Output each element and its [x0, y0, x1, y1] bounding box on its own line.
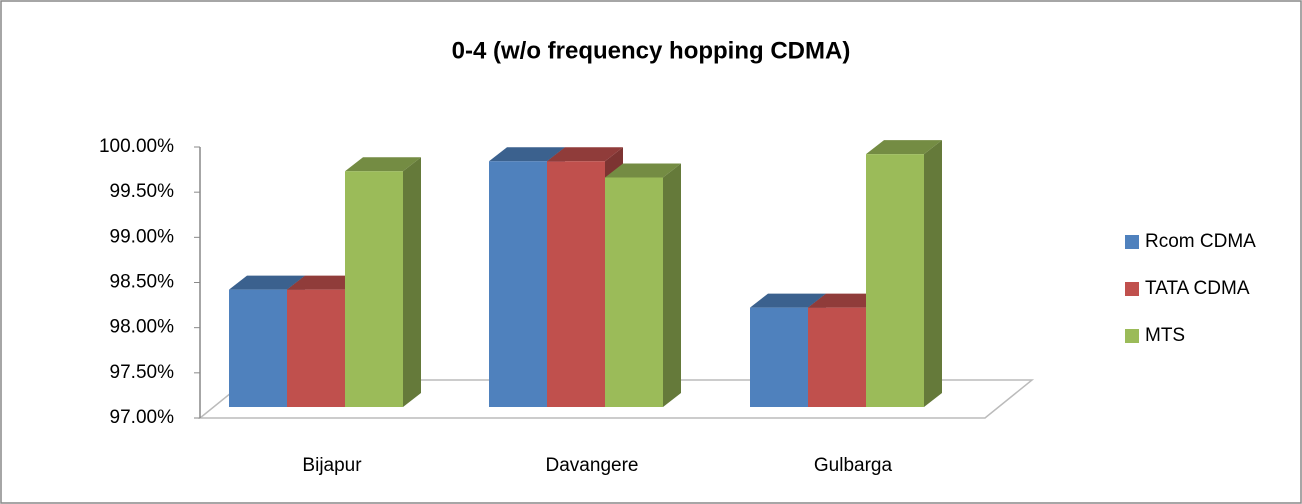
bar-top — [605, 163, 681, 178]
legend-label: Rcom CDMA — [1145, 231, 1256, 252]
bar-side — [663, 163, 681, 407]
legend-swatch — [1125, 282, 1139, 296]
y-tick-label: 98.00% — [110, 317, 175, 338]
legend-label: TATA CDMA — [1145, 278, 1250, 299]
y-tick-label: 100.00% — [99, 136, 174, 157]
bar-front — [866, 154, 924, 407]
bar-front — [808, 307, 866, 407]
bar-top — [489, 147, 565, 162]
bar — [605, 163, 681, 407]
bar-front — [547, 161, 605, 407]
bar-front — [489, 161, 547, 407]
y-tick-label: 97.50% — [110, 362, 175, 383]
legend-swatch — [1125, 235, 1139, 249]
bar-top — [287, 275, 363, 290]
bar-top — [750, 293, 826, 308]
bar-top — [866, 140, 942, 155]
y-tick-label: 98.50% — [110, 272, 175, 293]
bar-top — [547, 147, 623, 162]
bar-front — [229, 289, 287, 407]
y-tick-label: 97.00% — [110, 407, 175, 428]
bar-top — [229, 275, 305, 290]
bar-front — [287, 289, 345, 407]
bar-front — [750, 307, 808, 407]
bar-top — [808, 293, 884, 308]
x-tick-label: Gulbarga — [814, 455, 893, 476]
bar — [345, 157, 421, 407]
y-tick-label: 99.00% — [110, 226, 175, 247]
bar-side — [924, 140, 942, 408]
x-tick-label: Bijapur — [302, 455, 362, 476]
x-tick-label: Davangere — [546, 455, 639, 476]
bar — [866, 140, 942, 408]
bar-top — [345, 157, 421, 172]
bar-front — [605, 177, 663, 407]
bar-front — [345, 171, 403, 407]
bar-side — [403, 157, 421, 407]
chart-title: 0-4 (w/o frequency hopping CDMA) — [452, 37, 851, 64]
legend-swatch — [1125, 329, 1139, 343]
legend-label: MTS — [1145, 325, 1185, 346]
y-tick-label: 99.50% — [110, 181, 175, 202]
